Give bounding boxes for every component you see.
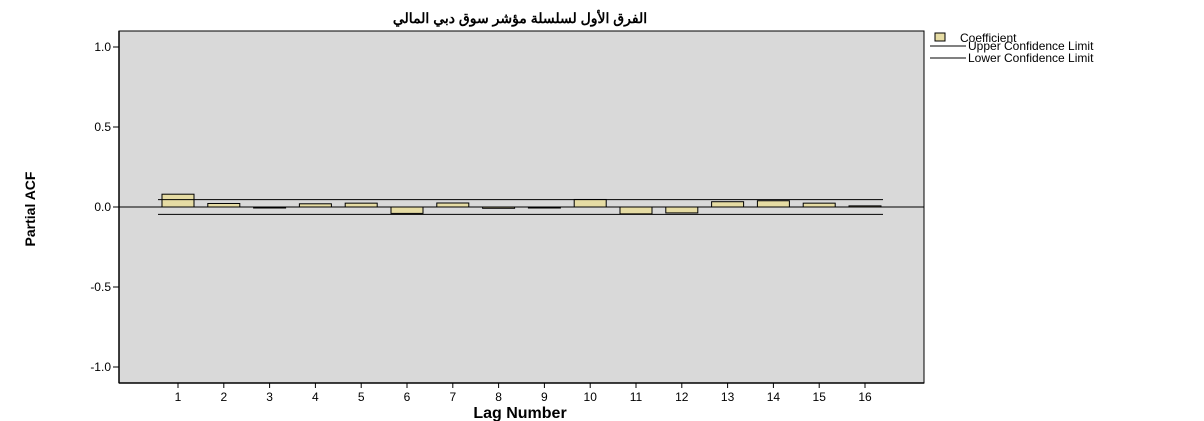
bar-lag-14 (756, 200, 790, 208)
legend-label-coefficient: Coefficient (960, 31, 1017, 45)
legend-swatch-coefficient (934, 32, 946, 42)
x-tick-label: 2 (220, 390, 227, 404)
bar-lag-15 (802, 202, 836, 208)
bar-lag-3 (253, 206, 287, 209)
x-axis: 1 2 3 4 5 6 7 8 9 10 11 12 13 14 15 16 (119, 382, 924, 404)
x-tick-label: 7 (449, 390, 456, 404)
y-tick-label: 1.0 (94, 40, 111, 54)
x-tick-label: 13 (721, 390, 735, 404)
legend-label-lower: Lower Confidence Limit (968, 51, 1094, 65)
bars (161, 193, 882, 215)
x-tick-label: 16 (858, 390, 872, 404)
chart-title: الفرق الأول لسلسلة مؤشر سوق دبي المالي (393, 9, 647, 27)
bar-lag-10 (573, 198, 607, 208)
bar-lag-4 (298, 203, 332, 208)
x-tick-label: 8 (495, 390, 502, 404)
x-tick-label: 15 (813, 390, 827, 404)
x-tick-label: 3 (266, 390, 273, 404)
x-tick-label: 10 (584, 390, 598, 404)
x-tick-label: 6 (404, 390, 411, 404)
x-tick-label: 12 (675, 390, 689, 404)
bar-lag-6 (390, 206, 424, 214)
bar-lag-13 (711, 201, 745, 208)
confidence-limits (158, 199, 883, 215)
bar-lag-1 (161, 193, 195, 208)
bar-lag-12 (665, 206, 699, 214)
bar-lag-7 (436, 202, 470, 208)
bar-lag-11 (619, 206, 653, 215)
bar-lag-5 (344, 202, 378, 208)
legend-label-upper: Upper Confidence Limit (968, 39, 1094, 53)
y-tick-label: -1.0 (90, 360, 111, 374)
y-tick-label: 0.5 (94, 120, 111, 134)
bar-lag-16 (848, 205, 882, 208)
x-tick-label: 1 (175, 390, 182, 404)
x-axis-title: Lag Number (473, 405, 566, 421)
x-tick-label: 4 (312, 390, 319, 404)
legend: Coefficient Upper Confidence Limit Lower… (930, 31, 1094, 65)
x-tick-label: 11 (630, 390, 643, 404)
y-tick-label: 0.0 (94, 200, 111, 214)
bar-lag-2 (207, 202, 241, 208)
x-tick-label: 5 (358, 390, 365, 404)
bar-lag-9 (527, 206, 561, 209)
x-tick-label: 9 (541, 390, 548, 404)
y-axis: 1.0 0.5 0.0 -0.5 -1.0 (90, 31, 120, 383)
bar-lag-8 (482, 206, 516, 209)
y-tick-label: -0.5 (90, 280, 111, 294)
y-axis-title: Partial ACF (22, 171, 38, 246)
x-tick-label: 14 (767, 390, 781, 404)
